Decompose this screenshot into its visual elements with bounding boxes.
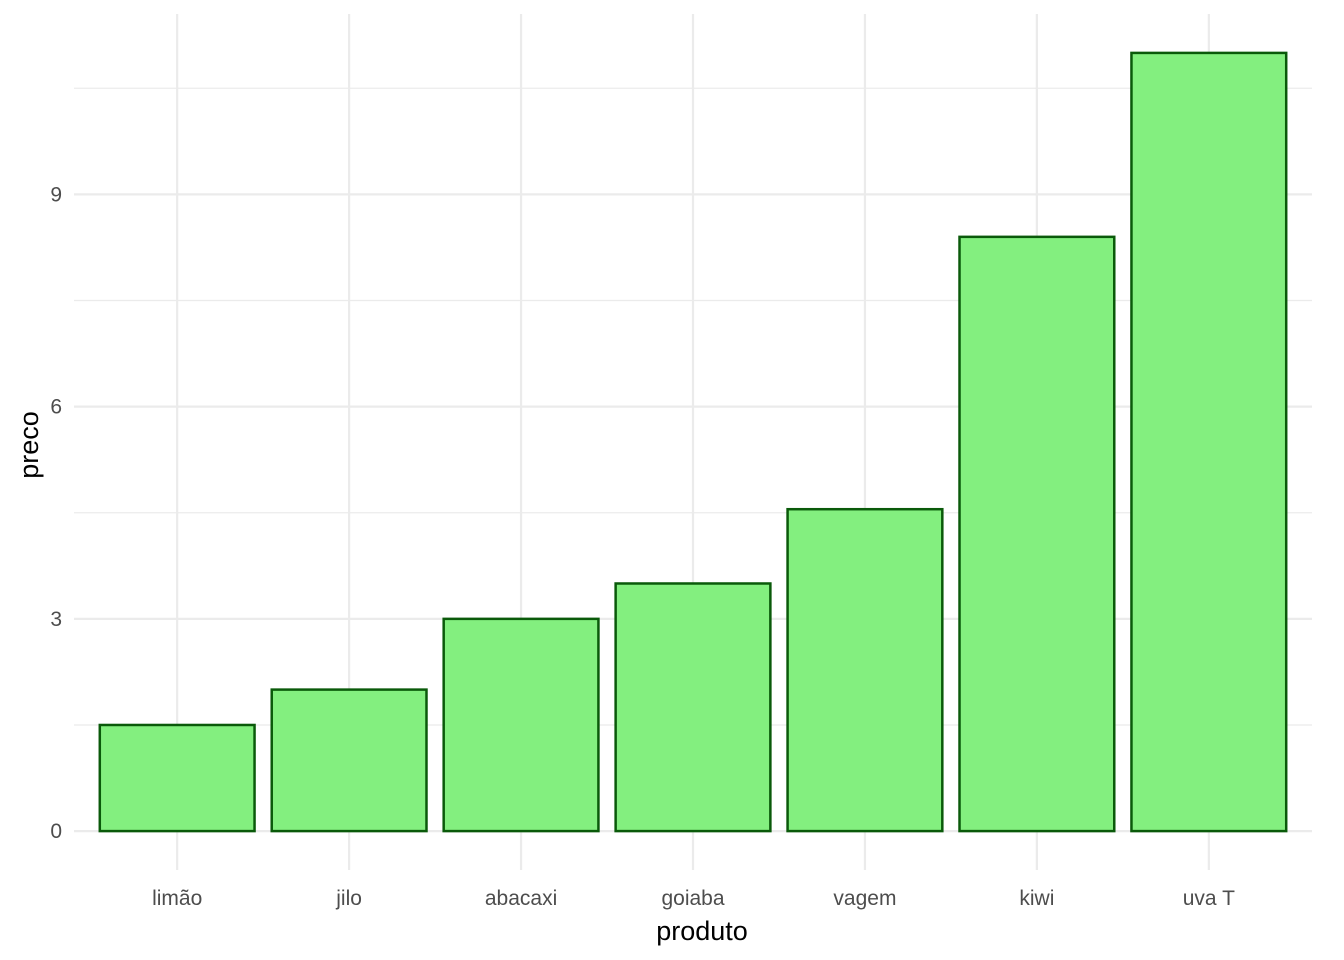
x-tick-label: jilo — [335, 887, 362, 910]
y-tick-label: 0 — [50, 820, 62, 843]
y-tick-label: 6 — [50, 396, 62, 419]
x-tick-label: kiwi — [1019, 887, 1054, 910]
bar-kiwi — [958, 235, 1116, 833]
y-axis-title: preco — [14, 411, 44, 479]
x-tick-label: limão — [152, 887, 202, 910]
x-tick-label: goiaba — [661, 887, 724, 910]
y-tick-label: 3 — [50, 608, 62, 631]
x-tick-label: vagem — [833, 887, 896, 910]
x-axis-title: produto — [656, 916, 748, 946]
y-tick-label: 9 — [50, 183, 62, 206]
bar-abacaxi — [442, 617, 600, 833]
bar-goiaba — [614, 582, 772, 833]
bars — [98, 51, 1288, 833]
bar-limão — [98, 723, 256, 833]
bar-vagem — [786, 507, 944, 833]
x-tick-label: uva T — [1183, 887, 1235, 910]
x-tick-labels: limão jilo abacaxi goiaba vagem kiwi uva T — [152, 887, 1235, 910]
y-tick-labels: 0 3 6 9 — [50, 183, 62, 843]
bar-jilo — [270, 688, 428, 833]
x-tick-label: abacaxi — [485, 887, 557, 910]
bar-uva-T — [1130, 51, 1288, 833]
